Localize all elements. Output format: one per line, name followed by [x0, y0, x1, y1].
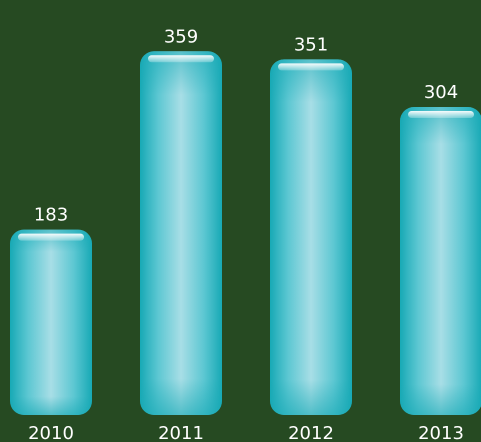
category-label-2013: 2013 — [418, 423, 464, 442]
bar-shine-2011 — [148, 55, 214, 63]
bar-shade-2010 — [10, 229, 92, 415]
bar-2011 — [140, 51, 222, 416]
category-label-2012: 2012 — [288, 423, 334, 442]
bar-2010 — [10, 229, 92, 415]
value-label-2011: 359 — [164, 26, 198, 47]
value-label-2010: 183 — [34, 205, 68, 226]
category-label-2010: 2010 — [28, 423, 74, 442]
bar-shade-2013 — [400, 107, 481, 415]
bar-shine-2012 — [278, 63, 344, 71]
value-label-2012: 351 — [294, 34, 328, 55]
bars-group — [10, 51, 481, 416]
bar-2012 — [270, 59, 352, 415]
value-label-2013: 304 — [424, 82, 458, 103]
bar-2013 — [400, 107, 481, 415]
bar-shade-2012 — [270, 59, 352, 415]
bar-shine-2010 — [18, 233, 84, 241]
bar-shine-2013 — [408, 111, 474, 118]
bar-shade-2011 — [140, 51, 222, 416]
category-label-2011: 2011 — [158, 423, 204, 442]
labels-group: 183 2010 359 2011 351 2012 304 2013 — [28, 26, 464, 442]
